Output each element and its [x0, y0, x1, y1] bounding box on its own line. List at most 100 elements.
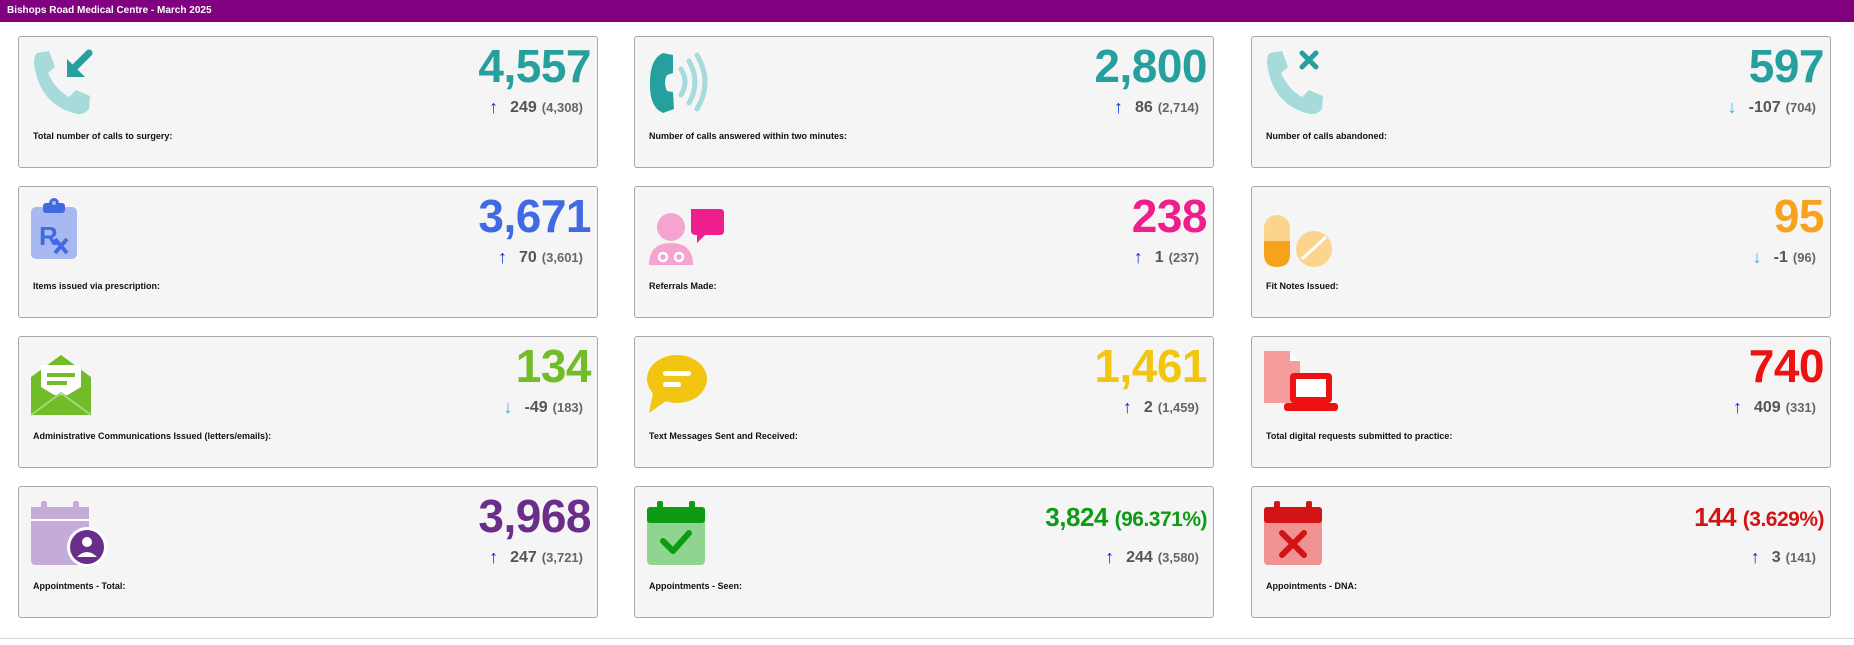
dna-count: 144	[1694, 502, 1737, 532]
change-amount: -1	[1773, 248, 1788, 266]
kpi-change: ↑ 409 (331)	[1733, 397, 1816, 418]
kpi-value: 3,671	[478, 190, 591, 242]
kpi-value: 144 (3.629%)	[1694, 501, 1824, 536]
prescription-icon: R	[29, 197, 109, 267]
kpi-value: 2,800	[1094, 40, 1207, 92]
kpi-change: ↓ -107 (704)	[1728, 97, 1816, 118]
kpi-change: ↑ 249 (4,308)	[489, 97, 583, 118]
change-amount: 3	[1771, 548, 1781, 566]
kpi-label: Number of calls abandoned:	[1266, 131, 1388, 141]
kpi-change: ↑ 244 (3,580)	[1105, 547, 1199, 568]
dna-percentage: (3.629%)	[1742, 508, 1825, 531]
change-amount: 247	[510, 548, 537, 566]
card-admin-communications: 134 ↓ -49 (183) Administrative Communica…	[18, 336, 598, 468]
arrow-up-icon: ↑	[1105, 547, 1115, 567]
kpi-value: 238	[1131, 190, 1208, 242]
card-calls-abandoned: 597 ↓ -107 (704) Number of calls abandon…	[1251, 36, 1831, 168]
kpi-value: 134	[515, 340, 592, 392]
open-envelope-icon	[29, 347, 109, 417]
previous-value: (3,580)	[1157, 550, 1199, 565]
card-prescriptions: R 3,671 ↑ 70 (3,601) Items issued via pr…	[18, 186, 598, 318]
previous-value: (183)	[552, 400, 583, 415]
report-header: Bishops Road Medical Centre - March 2025	[0, 0, 1854, 22]
pills-icon	[1262, 197, 1342, 267]
kpi-label: Text Messages Sent and Received:	[649, 431, 798, 441]
previous-value: (96)	[1792, 250, 1816, 265]
calendar-check-icon	[645, 497, 725, 567]
kpi-value: 1,461	[1094, 340, 1207, 392]
arrow-up-icon: ↑	[498, 247, 507, 267]
kpi-change: ↓ -1 (96)	[1753, 247, 1816, 268]
bottom-divider	[0, 638, 1854, 639]
previous-value: (141)	[1785, 550, 1816, 565]
phone-ringing-icon	[645, 47, 725, 117]
kpi-change: ↑ 86 (2,714)	[1114, 97, 1199, 118]
card-appointments-seen: 3,824 (96.371%) ↑ 244 (3,580) Appointmen…	[634, 486, 1214, 618]
kpi-change: ↑ 70 (3,601)	[498, 247, 583, 268]
kpi-change: ↑ 247 (3,721)	[489, 547, 583, 568]
arrow-up-icon: ↑	[1122, 397, 1132, 417]
change-amount: -49	[524, 398, 548, 416]
report-title: Bishops Road Medical Centre - March 2025	[7, 5, 212, 16]
kpi-label: Appointments - Total:	[33, 581, 126, 591]
kpi-change: ↑ 1 (237)	[1134, 247, 1199, 268]
kpi-value: 3,968	[478, 490, 591, 542]
kpi-label: Total number of calls to surgery:	[33, 131, 173, 141]
arrow-up-icon: ↑	[1732, 397, 1742, 417]
phone-missed-icon	[1262, 47, 1342, 117]
card-fit-notes: 95 ↓ -1 (96) Fit Notes Issued:	[1251, 186, 1831, 318]
arrow-up-icon: ↑	[489, 97, 499, 117]
previous-value: (4,308)	[541, 100, 583, 115]
kpi-change: ↑ 2 (1,459)	[1123, 397, 1199, 418]
kpi-label: Appointments - Seen:	[649, 581, 743, 591]
previous-value: (2,714)	[1157, 100, 1199, 115]
arrow-down-icon: ↓	[1727, 97, 1737, 117]
change-amount: 1	[1154, 248, 1164, 266]
calendar-x-icon	[1262, 497, 1342, 567]
doctor-chat-icon	[645, 197, 725, 267]
kpi-value: 597	[1748, 40, 1825, 92]
kpi-label: Administrative Communications Issued (le…	[33, 431, 272, 441]
change-amount: 249	[510, 98, 537, 116]
card-digital-requests: 740 ↑ 409 (331) Total digital requests s…	[1251, 336, 1831, 468]
change-amount: 409	[1753, 398, 1781, 416]
previous-value: (331)	[1785, 400, 1816, 415]
calendar-person-icon	[29, 497, 109, 567]
seen-percentage: (96.371%)	[1114, 508, 1208, 531]
kpi-value: 4,557	[478, 40, 591, 92]
kpi-label: Number of calls answered within two minu…	[649, 131, 848, 141]
arrow-up-icon: ↑	[1750, 547, 1760, 567]
arrow-up-icon: ↑	[1133, 247, 1143, 267]
card-total-calls: 4,557 ↑ 249 (4,308) Total number of call…	[18, 36, 598, 168]
change-amount: 244	[1126, 548, 1153, 566]
svg-text:R: R	[39, 221, 58, 251]
arrow-down-icon: ↓	[1752, 247, 1762, 267]
kpi-change: ↑ 3 (141)	[1751, 547, 1816, 568]
kpi-label: Appointments - DNA:	[1266, 581, 1357, 591]
change-amount: -107	[1748, 98, 1781, 116]
card-calls-answered: 2,800 ↑ 86 (2,714) Number of calls answe…	[634, 36, 1214, 168]
change-amount: 86	[1135, 98, 1153, 116]
previous-value: (1,459)	[1157, 400, 1199, 415]
chat-bubble-icon	[645, 347, 725, 417]
kpi-value: 740	[1748, 340, 1825, 392]
arrow-up-icon: ↑	[1114, 97, 1123, 117]
kpi-label: Referrals Made:	[649, 281, 717, 291]
card-referrals: 238 ↑ 1 (237) Referrals Made:	[634, 186, 1214, 318]
kpi-label: Items issued via prescription:	[33, 281, 161, 291]
kpi-value: 95	[1773, 190, 1825, 242]
laptop-document-icon	[1262, 347, 1342, 417]
phone-incoming-icon	[29, 47, 109, 117]
previous-value: (3,721)	[541, 550, 583, 565]
previous-value: (704)	[1785, 100, 1816, 115]
change-amount: 2	[1143, 398, 1153, 416]
kpi-change: ↓ -49 (183)	[504, 397, 583, 418]
previous-value: (237)	[1168, 250, 1199, 265]
kpi-label: Total digital requests submitted to prac…	[1266, 431, 1453, 441]
kpi-label: Fit Notes Issued:	[1266, 281, 1339, 291]
arrow-up-icon: ↑	[489, 547, 499, 567]
seen-count: 3,824	[1045, 502, 1108, 532]
card-appointments-total: 3,968 ↑ 247 (3,721) Appointments - Total…	[18, 486, 598, 618]
previous-value: (3,601)	[541, 250, 583, 265]
card-appointments-dna: 144 (3.629%) ↑ 3 (141) Appointments - DN…	[1251, 486, 1831, 618]
